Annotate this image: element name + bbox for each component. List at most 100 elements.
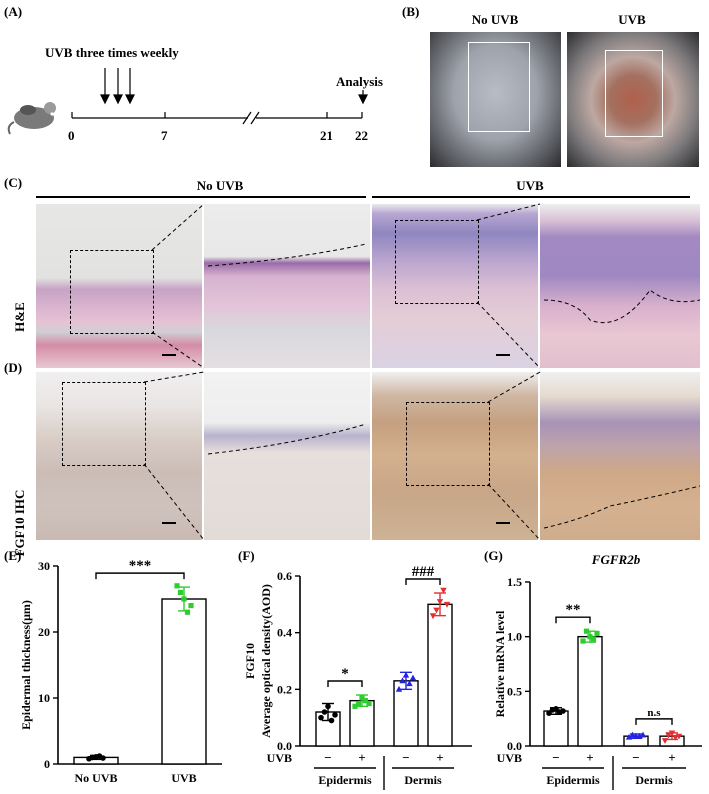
significance-bracket xyxy=(95,572,185,580)
significance-bracket xyxy=(635,718,673,725)
y-tick-label: 1.0 xyxy=(507,630,522,644)
data-point xyxy=(332,712,338,718)
data-point xyxy=(443,601,451,608)
significance-label: n.s xyxy=(647,707,661,719)
y-tick-label: 30 xyxy=(38,559,50,573)
bar xyxy=(161,598,207,765)
group-label: Dermis xyxy=(404,773,442,787)
data-point xyxy=(366,700,372,707)
ihc-uvb-zoom xyxy=(540,372,700,540)
data-point xyxy=(668,730,676,737)
panel-label-d: (D) xyxy=(4,360,23,375)
row-label-ihc: FGF10 IHC xyxy=(12,489,27,557)
significance-bracket xyxy=(405,578,441,585)
data-point xyxy=(359,695,365,701)
y-tick-label: 0.6 xyxy=(277,569,292,583)
he-uvb-zoom xyxy=(540,204,700,368)
data-point xyxy=(629,731,636,738)
photo-title-uvb: UVB xyxy=(618,12,646,27)
data-point xyxy=(325,703,331,710)
data-point xyxy=(174,583,180,589)
ihc-no-uvb-overview xyxy=(36,372,202,540)
significance-label: *** xyxy=(129,558,152,574)
y-axis-label: Relative mRNA level xyxy=(493,610,507,717)
row-label-he: H&E xyxy=(12,302,27,332)
data-point xyxy=(560,708,566,714)
group-bar-uvb xyxy=(372,196,690,198)
data-point xyxy=(433,607,440,614)
data-point xyxy=(675,733,683,740)
zoom-box xyxy=(70,250,154,334)
x-tick-label: + xyxy=(668,750,675,765)
significance-bracket xyxy=(327,680,363,687)
data-point xyxy=(321,709,328,715)
significance-bracket xyxy=(555,616,591,624)
tick-0: 0 xyxy=(68,128,75,143)
group-label: Epidermis xyxy=(318,773,372,787)
x-tick-label: + xyxy=(358,750,365,765)
timeline-diagram xyxy=(7,68,368,135)
data-point xyxy=(409,674,417,681)
data-point xyxy=(553,706,559,712)
data-point xyxy=(395,685,403,692)
data-point xyxy=(583,628,590,634)
scale-bar xyxy=(496,354,510,356)
treatment-label: UVB xyxy=(497,751,522,765)
data-point xyxy=(661,738,669,744)
panel-label-e: (E) xyxy=(4,548,22,563)
y-tick-label: 1.5 xyxy=(507,575,522,589)
tick-21: 21 xyxy=(320,128,333,143)
data-point xyxy=(665,732,672,739)
y-tick-label: 20 xyxy=(38,625,50,639)
ihc-no-uvb-zoom xyxy=(204,372,370,540)
bar xyxy=(577,635,603,747)
scale-bar xyxy=(162,354,176,356)
data-point xyxy=(639,731,647,738)
he-no-uvb-zoom xyxy=(204,204,370,368)
y-axis-label: FGF10 xyxy=(243,643,257,679)
scale-bar xyxy=(496,522,510,524)
bar xyxy=(543,710,569,747)
data-point xyxy=(406,680,413,687)
x-tick-label: − xyxy=(324,750,331,765)
x-tick-label: − xyxy=(552,750,559,765)
data-point xyxy=(177,589,184,595)
x-tick-label: UVB xyxy=(171,771,196,785)
y-tick-label: 0 xyxy=(44,757,50,771)
panel-label-g: (G) xyxy=(484,548,503,563)
data-point xyxy=(587,634,593,640)
y-tick-label: 10 xyxy=(38,691,50,705)
data-point xyxy=(100,755,106,761)
data-point xyxy=(440,587,447,594)
tick-22: 22 xyxy=(355,128,368,143)
roi-box xyxy=(605,50,663,137)
data-point xyxy=(594,630,600,636)
y-tick-label: 0.5 xyxy=(507,684,522,698)
x-tick-label: No UVB xyxy=(74,771,117,785)
mouse-icon xyxy=(7,102,56,135)
data-point xyxy=(590,636,597,642)
x-tick-label: + xyxy=(586,750,593,765)
data-point xyxy=(181,596,187,602)
data-point xyxy=(399,677,406,684)
data-point xyxy=(184,609,191,615)
scale-bar xyxy=(162,522,176,524)
group-label: Dermis xyxy=(635,773,673,787)
panel-label-c: (C) xyxy=(4,175,23,190)
treatment-label: UVB xyxy=(267,751,292,765)
uvb-schedule-label: UVB three times weekly xyxy=(45,45,179,60)
zoom-box xyxy=(395,220,479,304)
tick-7: 7 xyxy=(161,128,168,143)
y-tick-label: 0.0 xyxy=(507,739,522,753)
x-tick-label: − xyxy=(632,750,639,765)
he-uvb-overview xyxy=(372,204,538,368)
y-axis-label: Epidermal thickness(μm) xyxy=(19,600,33,730)
data-point xyxy=(352,703,358,709)
chart-fgfr2b-mrna: 0.0 0.5 1.0 1.5 Relative mRNA level − + − + UVB Ep… xyxy=(493,552,702,790)
group-label: Epidermis xyxy=(546,773,600,787)
data-point xyxy=(355,700,362,707)
data-point xyxy=(362,698,369,704)
significance-label: ** xyxy=(566,602,581,618)
data-point xyxy=(429,613,437,620)
significance-label: ### xyxy=(412,564,435,580)
